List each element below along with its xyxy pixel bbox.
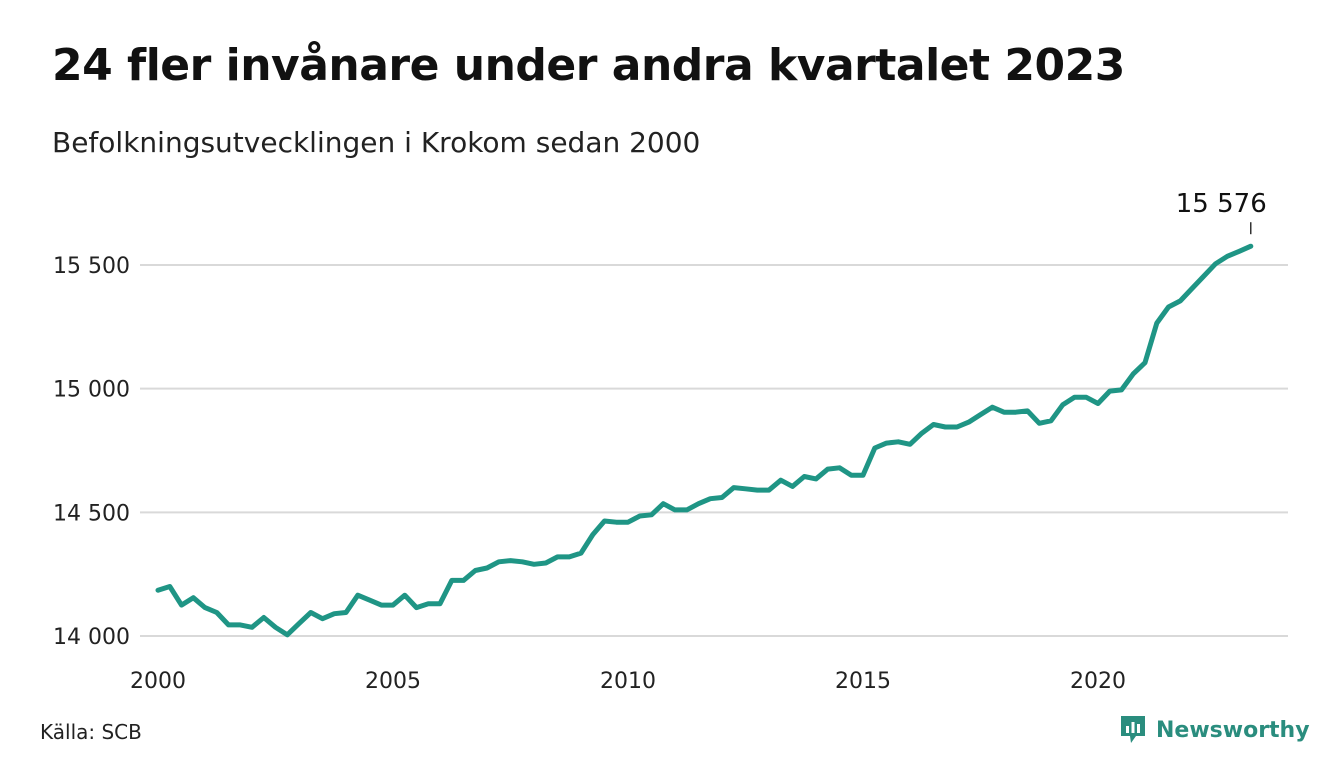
end-value-label: 15 576 xyxy=(1176,189,1267,219)
chart-title: 24 fler invånare under andra kvartalet 2… xyxy=(52,40,1125,91)
x-tick-label: 2015 xyxy=(835,669,891,694)
series-line xyxy=(155,243,1254,638)
y-tick-label: 15 000 xyxy=(53,378,130,403)
brand-logo: Newsworthy xyxy=(1118,714,1310,746)
chart-subtitle: Befolkningsutvecklingen i Krokom sedan 2… xyxy=(52,126,701,159)
y-tick-label: 14 500 xyxy=(53,501,130,526)
x-tick-label: 2010 xyxy=(600,669,656,694)
y-tick-label: 14 000 xyxy=(53,625,130,650)
x-tick-label: 2000 xyxy=(130,669,186,694)
brand-name: Newsworthy xyxy=(1156,717,1310,743)
newsworthy-logo-icon xyxy=(1121,716,1145,743)
source-note: Källa: SCB xyxy=(40,720,142,744)
y-tick-label: 15 500 xyxy=(53,254,130,279)
x-tick-label: 2005 xyxy=(365,669,421,694)
x-tick-label: 2020 xyxy=(1070,669,1126,694)
